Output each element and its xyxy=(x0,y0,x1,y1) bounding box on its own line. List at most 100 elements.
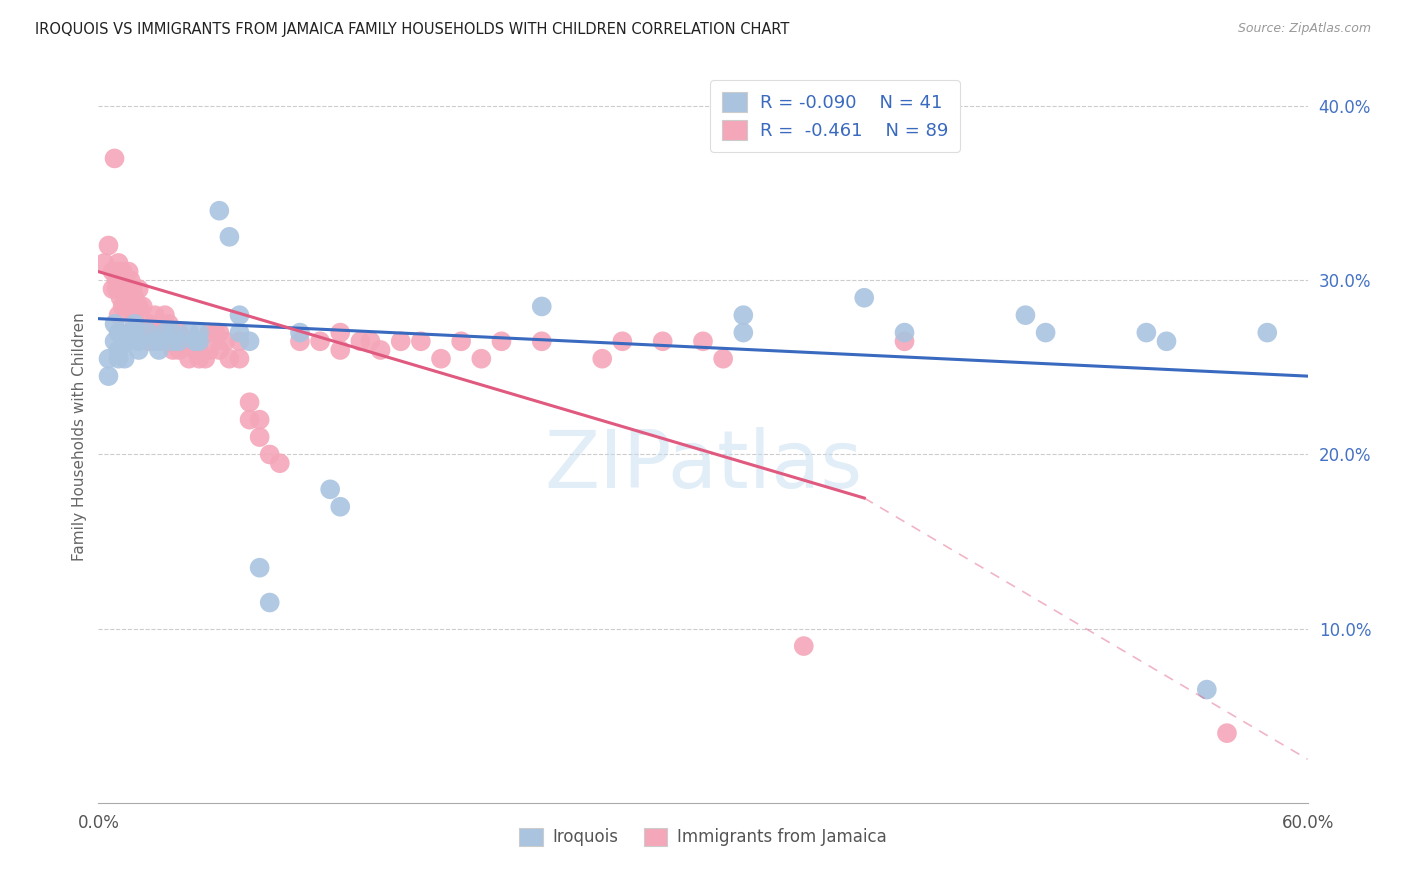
Point xyxy=(269,456,291,470)
Point xyxy=(110,291,132,305)
Point xyxy=(120,282,142,296)
Point xyxy=(107,326,129,340)
Point xyxy=(228,308,250,322)
Point xyxy=(118,334,141,349)
Point xyxy=(138,326,160,340)
Text: IROQUOIS VS IMMIGRANTS FROM JAMAICA FAMILY HOUSEHOLDS WITH CHILDREN CORRELATION : IROQUOIS VS IMMIGRANTS FROM JAMAICA FAMI… xyxy=(35,22,790,37)
Point xyxy=(103,334,125,349)
Point xyxy=(188,343,211,357)
Point xyxy=(114,273,136,287)
Point xyxy=(111,265,134,279)
Point xyxy=(184,343,207,357)
Point xyxy=(162,334,184,349)
Point xyxy=(111,282,134,296)
Point xyxy=(612,334,634,349)
Point xyxy=(132,300,155,314)
Point xyxy=(120,273,142,287)
Point xyxy=(239,412,262,426)
Point xyxy=(204,326,226,340)
Point xyxy=(1014,308,1036,322)
Point xyxy=(97,238,120,252)
Point xyxy=(105,282,128,296)
Point xyxy=(370,343,392,357)
Point xyxy=(214,334,236,349)
Point xyxy=(162,326,184,340)
Point xyxy=(107,343,129,357)
Point xyxy=(853,291,876,305)
Text: ZIPatlas: ZIPatlas xyxy=(544,427,862,506)
Point xyxy=(107,351,129,366)
Point xyxy=(118,265,141,279)
Point xyxy=(733,326,755,340)
Point xyxy=(148,317,170,331)
Point xyxy=(153,326,176,340)
Point xyxy=(329,500,352,514)
Point xyxy=(711,351,734,366)
Point xyxy=(148,334,170,349)
Point xyxy=(143,308,166,322)
Point xyxy=(153,326,176,340)
Point xyxy=(118,326,141,340)
Point xyxy=(1156,334,1178,349)
Point xyxy=(208,203,231,218)
Point xyxy=(208,326,231,340)
Point xyxy=(148,343,170,357)
Point xyxy=(157,317,180,331)
Point xyxy=(97,351,120,366)
Point xyxy=(128,334,150,349)
Point xyxy=(111,300,134,314)
Point xyxy=(143,334,166,349)
Point xyxy=(491,334,513,349)
Point xyxy=(107,282,129,296)
Point xyxy=(172,334,194,349)
Point xyxy=(530,334,553,349)
Point xyxy=(107,256,129,270)
Point xyxy=(157,334,180,349)
Point xyxy=(114,334,136,349)
Point xyxy=(288,326,311,340)
Point xyxy=(319,483,342,497)
Point xyxy=(188,326,211,340)
Point xyxy=(360,334,382,349)
Point xyxy=(124,308,146,322)
Point xyxy=(153,308,176,322)
Point xyxy=(450,334,472,349)
Point xyxy=(138,317,160,331)
Legend: Iroquois, Immigrants from Jamaica: Iroquois, Immigrants from Jamaica xyxy=(513,821,893,853)
Point xyxy=(179,351,201,366)
Y-axis label: Family Households with Children: Family Households with Children xyxy=(72,313,87,561)
Point xyxy=(162,343,184,357)
Point xyxy=(389,334,412,349)
Point xyxy=(115,300,138,314)
Point xyxy=(1135,326,1157,340)
Point xyxy=(107,308,129,322)
Point xyxy=(409,334,432,349)
Point xyxy=(124,291,146,305)
Point xyxy=(249,430,271,444)
Point xyxy=(651,334,673,349)
Point xyxy=(249,412,271,426)
Point xyxy=(259,595,281,609)
Point xyxy=(184,334,207,349)
Point xyxy=(124,326,146,340)
Point xyxy=(101,282,124,296)
Point xyxy=(692,334,714,349)
Point xyxy=(118,282,141,296)
Point xyxy=(103,317,125,331)
Point xyxy=(103,152,125,166)
Point xyxy=(97,369,120,384)
Point xyxy=(208,343,231,357)
Point xyxy=(470,351,492,366)
Point xyxy=(114,282,136,296)
Point xyxy=(329,343,352,357)
Point xyxy=(179,326,201,340)
Point xyxy=(114,351,136,366)
Point xyxy=(249,560,271,574)
Point xyxy=(115,282,138,296)
Point xyxy=(430,351,453,366)
Point xyxy=(167,326,190,340)
Point xyxy=(124,317,146,331)
Point xyxy=(107,265,129,279)
Point xyxy=(1195,682,1218,697)
Point xyxy=(259,448,281,462)
